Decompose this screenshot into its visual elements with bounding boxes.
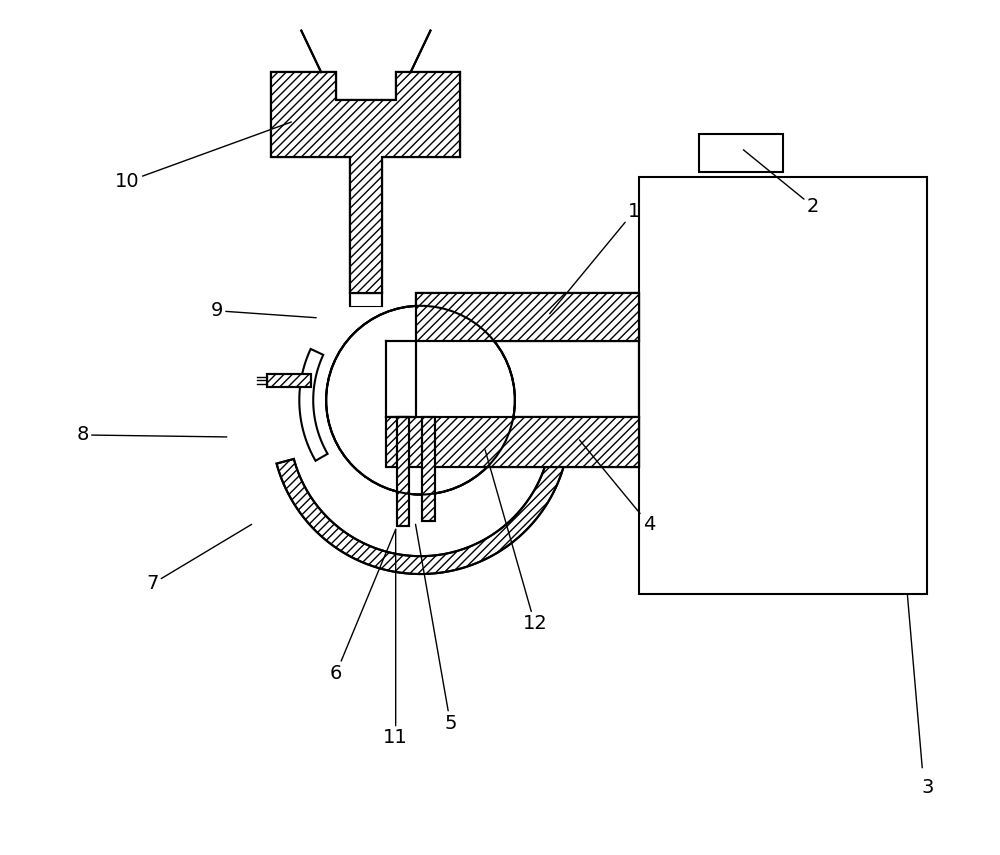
Circle shape (326, 306, 515, 494)
Text: 2: 2 (743, 150, 819, 216)
Polygon shape (386, 417, 639, 467)
Polygon shape (271, 73, 460, 293)
Bar (639, 177, 927, 594)
Text: 3: 3 (921, 778, 933, 797)
Polygon shape (299, 349, 328, 461)
Text: 10: 10 (115, 122, 291, 192)
Text: 6: 6 (330, 529, 396, 683)
Polygon shape (277, 459, 564, 574)
Polygon shape (416, 293, 639, 340)
Text: 9: 9 (211, 301, 316, 321)
Text: 5: 5 (416, 524, 457, 733)
Text: 8: 8 (77, 426, 227, 445)
Polygon shape (386, 417, 639, 467)
Bar (267, 374, 311, 386)
Text: 7: 7 (146, 524, 252, 593)
Text: 1: 1 (550, 202, 640, 314)
Polygon shape (422, 417, 435, 522)
Polygon shape (397, 417, 409, 527)
Text: 12: 12 (485, 450, 547, 634)
Bar (267, 374, 311, 386)
Polygon shape (271, 73, 460, 293)
Text: 4: 4 (579, 440, 655, 534)
Text: 11: 11 (383, 529, 408, 747)
Polygon shape (416, 293, 639, 340)
Bar (699, 134, 783, 172)
